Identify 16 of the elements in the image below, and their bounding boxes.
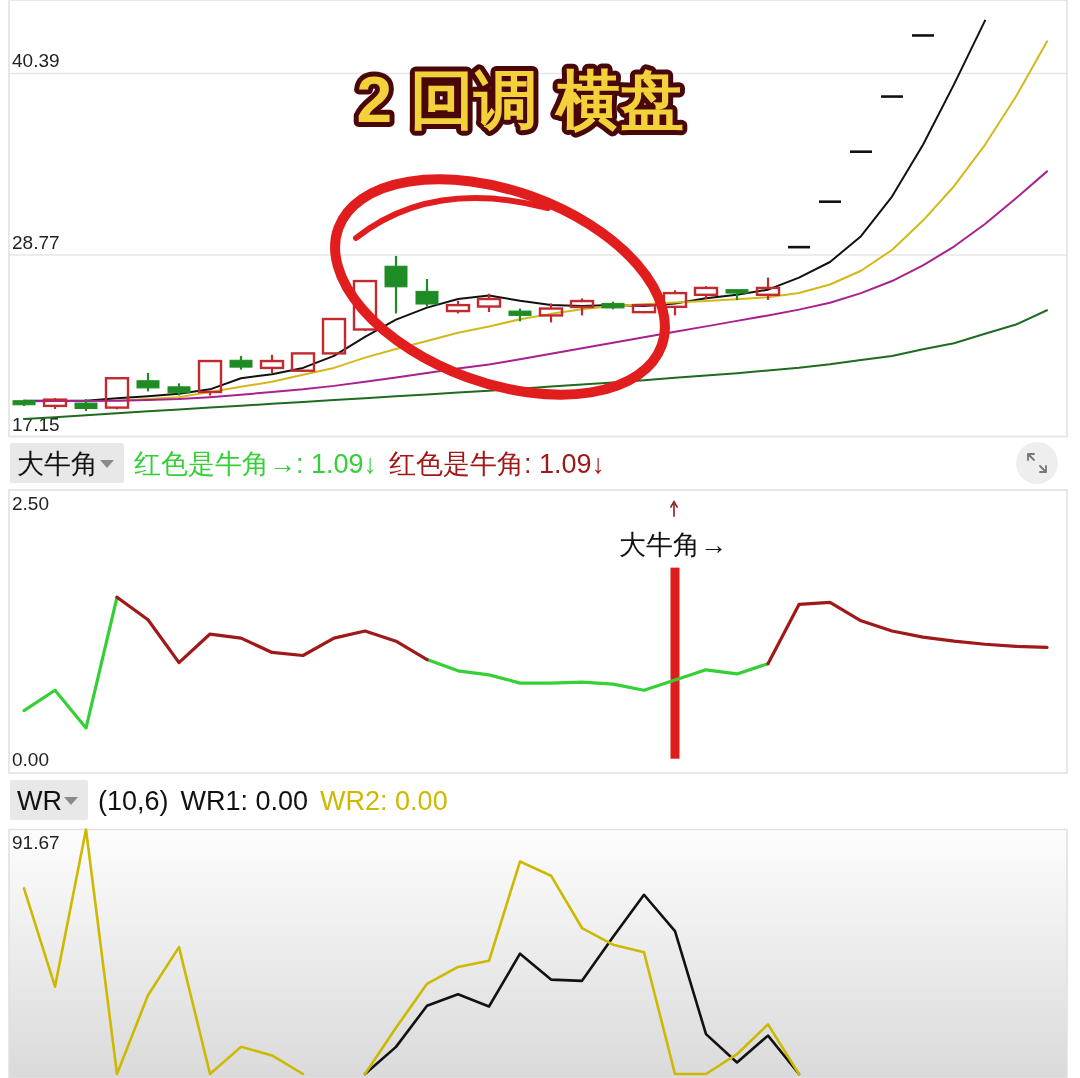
annotation: 91.67 xyxy=(12,831,60,853)
title: 2 回调 横盘 xyxy=(356,64,684,136)
y-tick-label: 0.00 xyxy=(12,748,49,770)
y-tick-label: 40.39 xyxy=(12,50,60,72)
legend-item: 红色是牛角: 1.09↓ xyxy=(389,449,606,479)
subtitle: (10,6) xyxy=(98,786,169,816)
y-tick-label: 28.77 xyxy=(12,231,60,253)
legend-title: WR xyxy=(10,780,88,820)
legend-item: WR1: 0.00 xyxy=(180,786,309,816)
legend-item: 红色是牛角→: 1.09↓ xyxy=(134,449,378,479)
legend-title: WR xyxy=(17,786,62,816)
annotation: 大牛角→ xyxy=(619,529,727,560)
legend-title: 大牛角 xyxy=(10,443,124,483)
legend-title: 大牛角 xyxy=(17,449,98,479)
y-tick-label: 2.50 xyxy=(12,493,49,515)
legend-item: WR2: 0.00 xyxy=(320,786,448,816)
